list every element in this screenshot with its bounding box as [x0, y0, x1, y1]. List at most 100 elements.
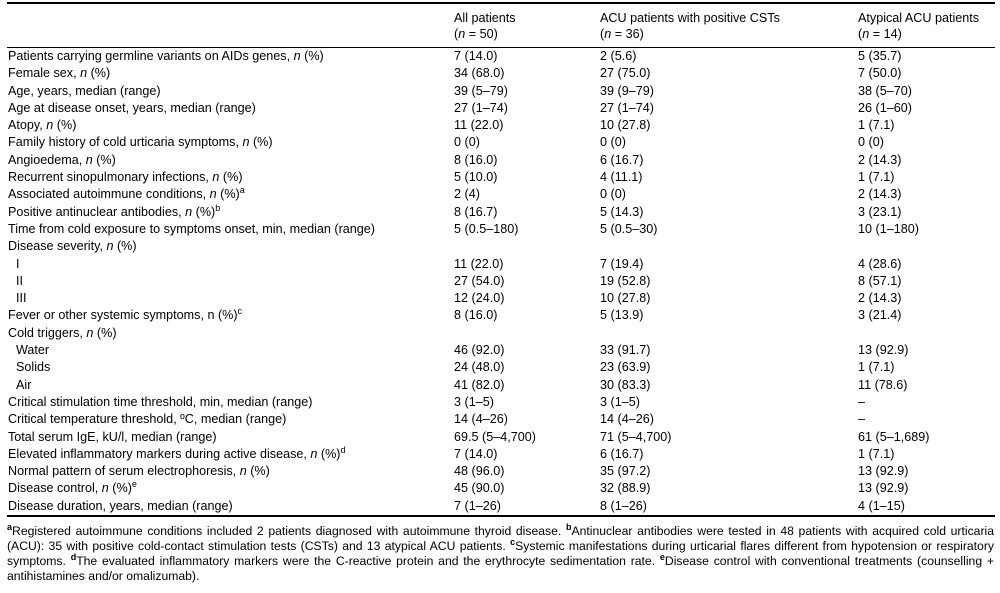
- cell-value: 2 (14.3): [858, 187, 902, 202]
- cell-value: 3 (1–5): [600, 394, 640, 409]
- row-label: II: [16, 273, 23, 288]
- table-row: Age, years, median (range) 39 (5–79) 39 (9…: [7, 83, 995, 100]
- cell-value: [858, 238, 995, 255]
- column-n-count: (n = 14): [858, 27, 902, 41]
- row-label: Cold triggers, n (%): [8, 325, 117, 340]
- cell-value: 32 (88.9): [600, 481, 651, 496]
- cell-value: 6 (16.7): [600, 446, 644, 461]
- row-label: Family history of cold urticaria symptom…: [8, 135, 273, 150]
- cell-value: [454, 238, 600, 255]
- row-label: Disease duration, years, median (range): [7, 497, 454, 518]
- row-label: Water: [16, 343, 50, 358]
- cell-value: 26 (1–60): [858, 100, 912, 115]
- row-label: Disease control, n (%)e: [8, 480, 137, 496]
- row-label: III: [16, 291, 27, 306]
- table-row: Associated autoimmune conditions, n (%)a…: [7, 186, 995, 203]
- cell-value: 6 (16.7): [600, 152, 644, 167]
- table-row: Cold triggers, n (%): [7, 325, 995, 342]
- row-label: Patients carrying germline variants on A…: [8, 49, 324, 63]
- cell-value: –: [858, 412, 866, 427]
- row-label: Positive antinuclear antibodies, n (%)b: [8, 203, 221, 219]
- table-row: Atopy, n (%) 11 (22.0) 10 (27.8) 1 (7.1): [7, 117, 995, 134]
- header-col-all-patients: All patients (n = 50): [454, 3, 600, 48]
- header-empty-cell: [7, 3, 454, 48]
- cell-value: [600, 325, 858, 342]
- table-row: Age at disease onset, years, median (ran…: [7, 100, 995, 117]
- row-label: Age at disease onset, years, median (ran…: [8, 100, 256, 115]
- cell-value: 5 (14.3): [600, 204, 644, 219]
- cell-value: –: [858, 394, 866, 409]
- header-col-acu-positive-csts: ACU patients with positive CSTs (n = 36): [600, 3, 858, 48]
- table-row: Time from cold exposure to symptoms onse…: [7, 221, 995, 238]
- table-footnotes: aRegistered autoimmune conditions includ…: [7, 521, 994, 583]
- row-label: Time from cold exposure to symptoms onse…: [8, 221, 375, 236]
- table-row: I 11 (22.0) 7 (19.4) 4 (28.6): [7, 256, 995, 273]
- cell-value: 45 (90.0): [454, 481, 505, 496]
- table-row: Water 46 (92.0) 33 (91.7) 13 (92.9): [7, 342, 995, 359]
- table-row: Critical temperature threshold, ºC, medi…: [7, 411, 995, 428]
- patient-characteristics-table: All patients (n = 50) ACU patients with …: [7, 2, 995, 518]
- cell-value: 8 (16.7): [454, 204, 498, 219]
- cell-value: 19 (52.8): [600, 273, 651, 288]
- cell-value: 5 (10.0): [454, 170, 498, 185]
- cell-value: 71 (5–4,700): [600, 429, 672, 444]
- row-label: Atopy, n (%): [8, 118, 77, 133]
- table-row: III 12 (24.0) 10 (27.8) 2 (14.3): [7, 290, 995, 307]
- cell-value: [858, 325, 995, 342]
- cell-value: 7 (19.4): [600, 256, 644, 271]
- table-row: Solids 24 (48.0) 23 (63.9) 1 (7.1): [7, 359, 995, 376]
- table-row: Elevated inflammatory markers during act…: [7, 446, 995, 463]
- column-n-count: (n = 36): [600, 27, 644, 41]
- cell-value: 13 (92.9): [858, 481, 909, 496]
- cell-value: 48 (96.0): [454, 464, 505, 479]
- cell-value: 7 (14.0): [454, 446, 498, 461]
- table-row: Disease control, n (%)e 45 (90.0) 32 (88.9…: [7, 480, 995, 497]
- cell-value: 4 (28.6): [858, 256, 902, 271]
- cell-value: 3 (21.4): [858, 308, 902, 323]
- cell-value: 0 (0): [600, 187, 626, 202]
- cell-value: 0 (0): [600, 135, 626, 150]
- row-label: Elevated inflammatory markers during act…: [8, 445, 346, 461]
- cell-value: 11 (22.0): [454, 118, 504, 133]
- table-header: All patients (n = 50) ACU patients with …: [7, 3, 995, 48]
- cell-value: 3 (1–5): [454, 394, 494, 409]
- cell-value: 33 (91.7): [600, 343, 651, 358]
- table-row: Angioedema, n (%) 8 (16.0) 6 (16.7) 2 (14.3…: [7, 152, 995, 169]
- table-row: Family history of cold urticaria symptom…: [7, 134, 995, 151]
- row-label: Recurrent sinopulmonary infections, n (%…: [8, 170, 243, 185]
- table-row: Disease duration, years, median (range) 7…: [7, 497, 995, 518]
- table-row: Positive antinuclear antibodies, n (%)b 8…: [7, 204, 995, 221]
- cell-value: 2 (5.6): [600, 49, 637, 63]
- cell-value: 11 (22.0): [454, 256, 504, 271]
- table-row: Female sex, n (%) 34 (68.0) 27 (75.0) 7 (50…: [7, 65, 995, 82]
- column-title: All patients: [454, 11, 516, 25]
- table-row: Recurrent sinopulmonary infections, n (%…: [7, 169, 995, 186]
- cell-value: 12 (24.0): [454, 291, 505, 306]
- header-col-atypical-acu: Atypical ACU patients (n = 14): [858, 3, 995, 48]
- row-label: Air: [16, 377, 32, 392]
- cell-value: 5 (0.5–180): [454, 221, 519, 236]
- cell-value: 7 (50.0): [858, 66, 902, 81]
- cell-value: 7 (1–26): [454, 497, 600, 518]
- column-title: ACU patients with positive CSTs: [600, 11, 780, 25]
- cell-value: 10 (27.8): [600, 291, 651, 306]
- cell-value: 1 (7.1): [858, 118, 895, 133]
- table-row: Fever or other systemic symptoms, n (%)c…: [7, 307, 995, 324]
- row-label: Age, years, median (range): [8, 83, 161, 98]
- cell-value: 27 (54.0): [454, 273, 505, 288]
- cell-value: 7 (14.0): [454, 49, 498, 63]
- table-row: Disease severity, n (%): [7, 238, 995, 255]
- cell-value: 14 (4–26): [454, 412, 508, 427]
- column-title: Atypical ACU patients: [858, 11, 980, 25]
- cell-value: 8 (57.1): [858, 273, 902, 288]
- cell-value: 14 (4–26): [600, 412, 654, 427]
- cell-value: 8 (1–26): [600, 497, 858, 518]
- cell-value: 1 (7.1): [858, 360, 895, 375]
- row-label: Disease severity, n (%): [8, 239, 137, 254]
- cell-value: 34 (68.0): [454, 66, 505, 81]
- cell-value: 11 (78.6): [858, 377, 908, 392]
- cell-value: 38 (5–70): [858, 83, 912, 98]
- cell-value: 1 (7.1): [858, 446, 895, 461]
- cell-value: 69.5 (5–4,700): [454, 429, 536, 444]
